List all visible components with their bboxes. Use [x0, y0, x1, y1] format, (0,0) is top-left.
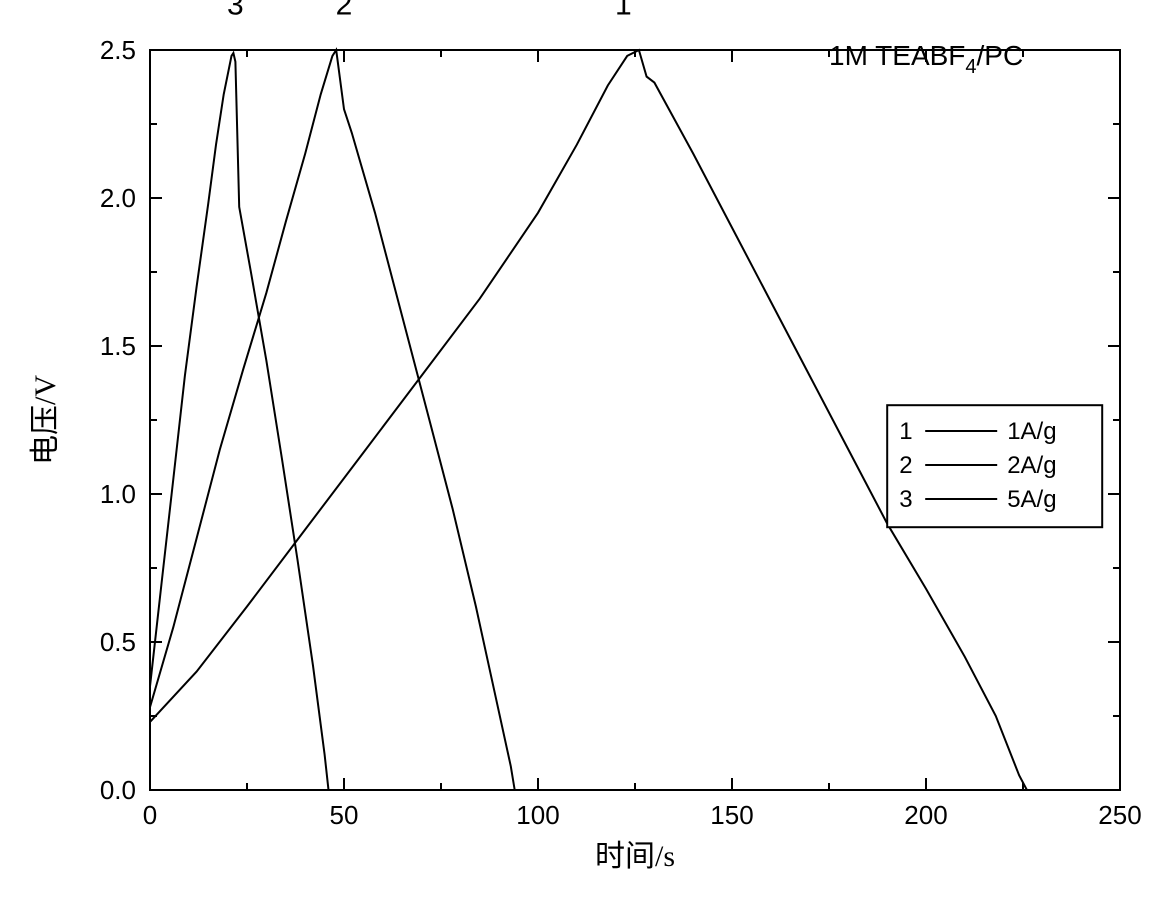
x-tick-label: 0 — [143, 800, 157, 830]
x-tick-label: 50 — [330, 800, 359, 830]
y-tick-label: 2.0 — [100, 183, 136, 213]
electrolyte-annotation: 1M TEABF4/PC — [829, 40, 1023, 78]
y-tick-label: 1.5 — [100, 331, 136, 361]
x-tick-label: 150 — [710, 800, 753, 830]
legend-num-3: 3 — [899, 486, 912, 513]
y-tick-label: 1.0 — [100, 479, 136, 509]
legend-label-1: 1A/g — [1007, 418, 1056, 445]
y-tick-label: 2.5 — [100, 35, 136, 65]
x-tick-label: 250 — [1098, 800, 1141, 830]
legend-num-2: 2 — [899, 452, 912, 479]
legend-num-1: 1 — [899, 418, 912, 445]
y-axis-label: 电压/V — [29, 375, 62, 465]
legend-box — [887, 405, 1102, 527]
legend-label-2: 2A/g — [1007, 452, 1056, 479]
peak-label-3: 3 — [227, 0, 244, 21]
series-2 — [150, 50, 515, 790]
peak-label-2: 2 — [336, 0, 353, 21]
legend-label-3: 5A/g — [1007, 486, 1056, 513]
peak-label-1: 1 — [615, 0, 632, 21]
x-axis-label: 时间/s — [595, 840, 675, 873]
x-tick-label: 200 — [904, 800, 947, 830]
y-tick-label: 0.5 — [100, 627, 136, 657]
x-tick-label: 100 — [516, 800, 559, 830]
gcd-chart: 0 50 100 150 200 250 0.0 0.5 1.0 1.5 2.0 2.5 时间/s 电压/… — [0, 0, 1158, 910]
chart-container: 0 50 100 150 200 250 0.0 0.5 1.0 1.5 2.0 2.5 时间/s 电压/… — [0, 0, 1158, 910]
y-tick-label: 0.0 — [100, 775, 136, 805]
